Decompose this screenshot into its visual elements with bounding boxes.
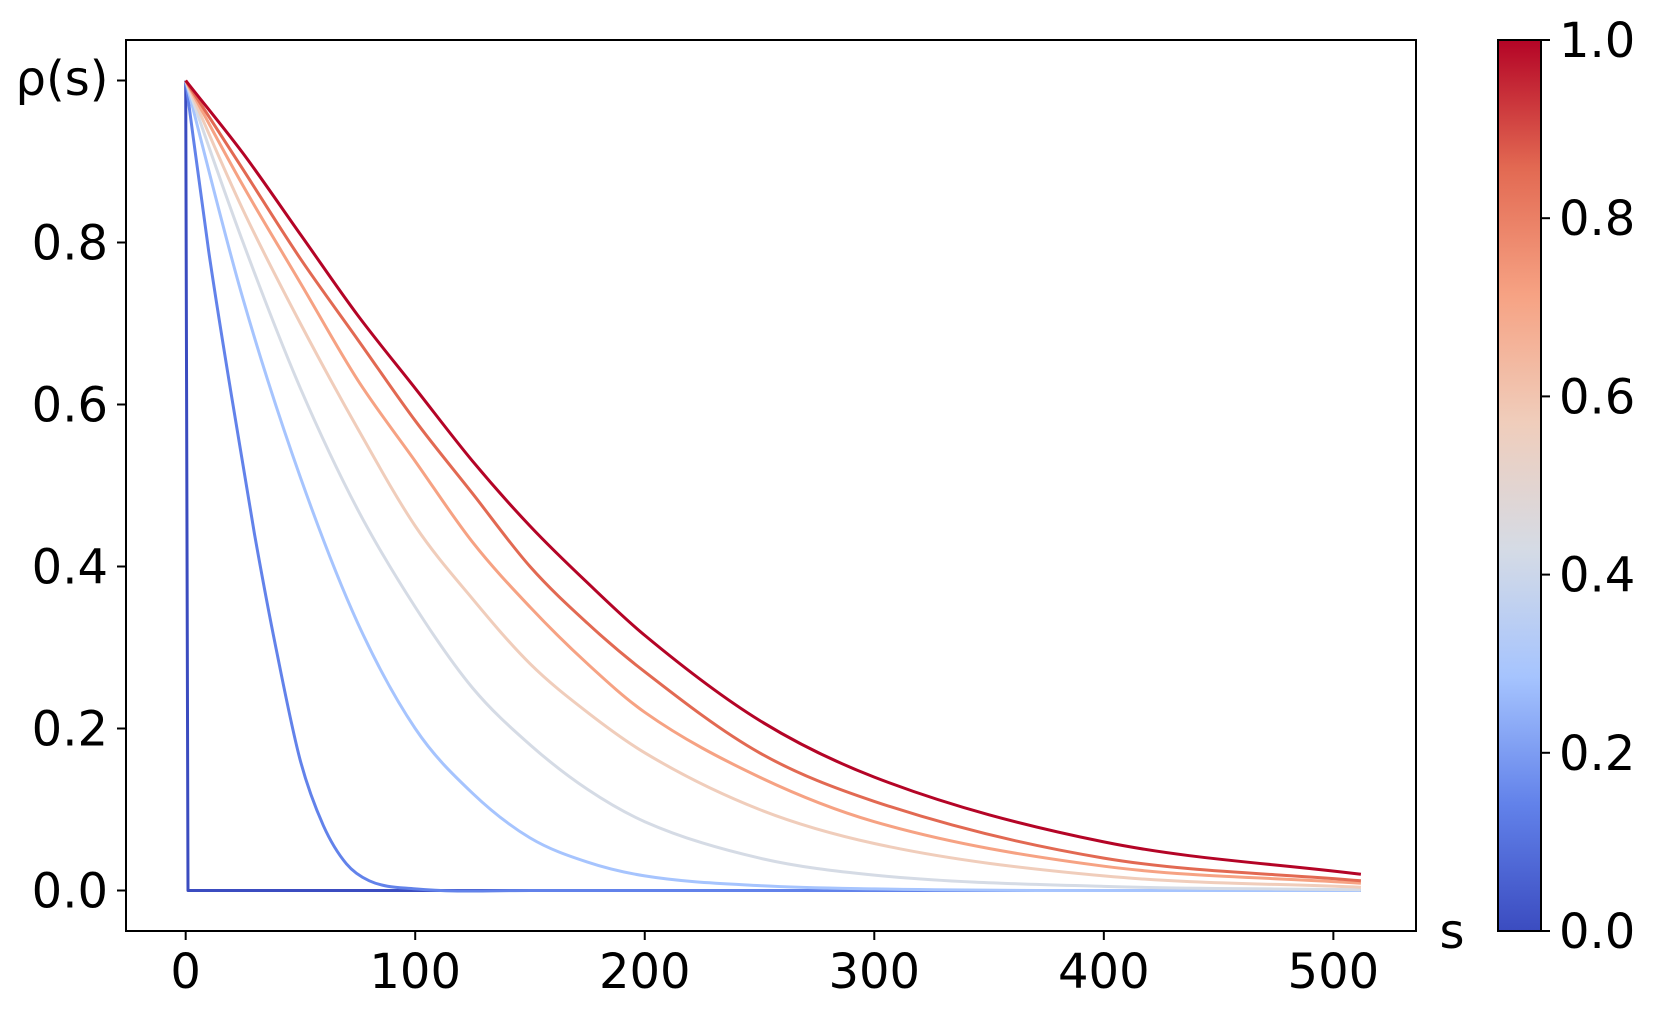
y-tick-label: 0.8 [32,216,108,272]
colorbar-frame [1497,39,1542,932]
x-tick-label: 300 [828,944,920,1000]
plot-frame [125,39,1417,932]
colorbar-ticks: 0.0 0.2 0.4 0.6 0.8 1.0 [1541,13,1635,960]
x-tick-label: 100 [369,944,461,1000]
y-tick-label: 0.6 [32,378,108,434]
colorbar-gradient [1498,40,1541,931]
series-line-1 [184,80,1361,893]
series-line-7 [184,79,1362,876]
x-tick-label: 200 [599,944,691,1000]
colorbar: 0.0 0.2 0.4 0.6 0.8 1.0 [1497,13,1635,960]
x-tick-label: 400 [1058,944,1150,1000]
colorbar-tick-label: 0.4 [1559,548,1635,604]
colorbar-tick-label: 0.2 [1559,726,1635,782]
x-tick-label: 0 [170,944,201,1000]
plot-background [126,40,1416,931]
y-tick-label: 0.4 [32,540,108,596]
y-axis: 0.0 0.2 0.4 0.6 0.8 [32,79,126,920]
series-line-2 [184,80,1361,893]
y-tick-label: 0.2 [32,702,108,758]
colorbar-tick-label: 0.6 [1559,369,1635,425]
series-line-4 [184,79,1361,889]
series-line-5 [184,79,1361,885]
series-line-3 [184,79,1361,892]
y-axis-label: ρ(s) [16,51,109,107]
series-layer [184,79,1362,893]
colorbar-tick-label: 0.8 [1559,191,1635,247]
colorbar-tick-label: 0.0 [1559,904,1635,960]
x-axis: 0 100 200 300 400 500 [170,931,1379,1000]
y-tick-label: 0.0 [32,864,108,920]
x-tick-label: 500 [1288,944,1380,1000]
colorbar-tick-label: 1.0 [1559,13,1635,69]
x-axis-label: s [1439,904,1464,960]
series-line-6 [184,79,1362,883]
